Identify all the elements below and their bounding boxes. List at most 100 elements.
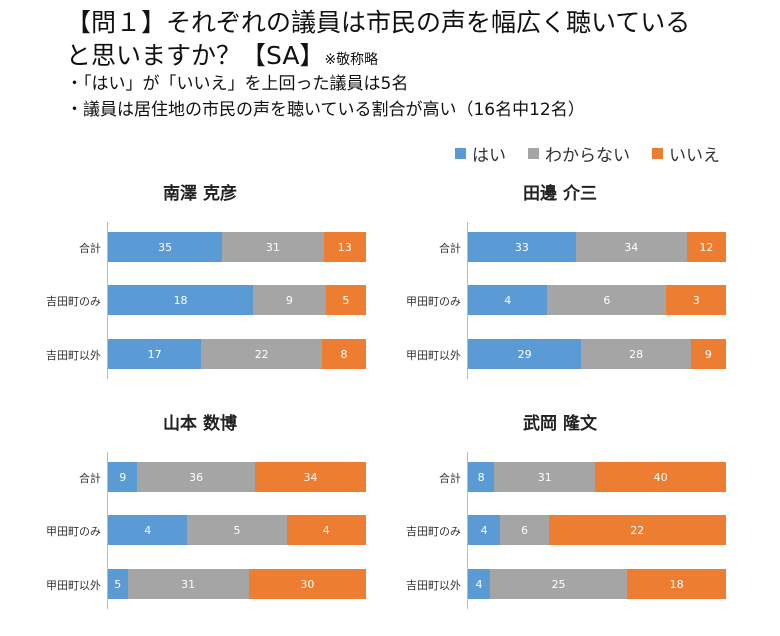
data-label: 30 (300, 577, 315, 591)
data-label: 12 (699, 240, 714, 254)
data-label: 29 (517, 347, 532, 361)
category-label: 合計 (79, 472, 101, 485)
category-label: 甲田町のみ (406, 295, 461, 308)
bar-segment: 30 (248, 569, 366, 599)
data-label: 36 (189, 470, 204, 484)
data-label: 18 (173, 293, 188, 307)
data-label: 6 (520, 523, 528, 537)
bar-segment: 9 (108, 462, 138, 492)
data-label: 8 (340, 347, 348, 361)
category-label: 吉田町以外 (46, 349, 101, 362)
category-label: 甲田町以外 (46, 579, 101, 592)
category-label: 吉田町のみ (406, 525, 461, 538)
bar-segment: 22 (548, 515, 726, 545)
bar-segment: 6 (547, 285, 667, 315)
data-label: 5 (114, 577, 122, 591)
data-label: 31 (265, 240, 280, 254)
chart-panel-minamisawa: 南澤 克彦合計 35 31 13 吉田町のみ 18 9 5 吉田町以外 17 22 8 (10, 179, 380, 399)
chart-panel-yamamoto: 山本 数博合計 9 36 34 甲田町のみ 4 5 4 甲田町以外 5 31 30 (10, 409, 380, 629)
data-label: 4 (480, 523, 488, 537)
category-label: 合計 (439, 242, 461, 255)
bar-segment: 4 (468, 569, 490, 599)
data-label: 9 (704, 347, 712, 361)
bar-segment: 17 (108, 339, 202, 369)
category-label: 吉田町以外 (406, 579, 461, 592)
bar-segment: 9 (253, 285, 326, 315)
category-label: 合計 (439, 472, 461, 485)
bar-segment: 25 (489, 569, 628, 599)
bullet-1: ・「はい」が「いいえ」を上回った議員は5名 (66, 74, 409, 94)
data-label: 9 (119, 470, 127, 484)
bar-segment: 34 (575, 232, 687, 262)
data-label: 28 (629, 347, 644, 361)
data-label: 17 (147, 347, 162, 361)
bar-segment: 33 (468, 232, 576, 262)
data-label: 4 (322, 523, 330, 537)
bar-segment: 3 (666, 285, 726, 315)
bar-segment: 18 (108, 285, 254, 315)
title-line-2: と思いますか？【SA】※敬称略 (66, 39, 690, 77)
bar-segment: 6 (500, 515, 549, 545)
bar-segment: 8 (468, 462, 495, 492)
chart-legend: はい わからない いいえ (455, 141, 720, 166)
data-label: 4 (144, 523, 152, 537)
legend-label-no: いいえ (669, 146, 720, 166)
legend-swatch-unknown (528, 148, 539, 159)
bar-segment: 35 (108, 232, 223, 262)
data-label: 13 (337, 240, 352, 254)
legend-swatch-no (652, 148, 663, 159)
bullet-2: ・議員は居住地の市民の声を聴いている割合が高い（16名中12名） (66, 100, 585, 120)
bar-segment: 4 (468, 285, 548, 315)
chart-title: 南澤 克彦 (163, 184, 237, 204)
bar-segment: 22 (201, 339, 323, 369)
bar-segment: 18 (627, 569, 726, 599)
bar-segment: 29 (468, 339, 582, 369)
summary-bullets: ・「はい」が「いいえ」を上回った議員は5名 ・議員は居住地の市民の声を聴いている… (66, 71, 585, 123)
data-label: 18 (669, 577, 684, 591)
chart-panel-tanabe: 田邊 介三合計 33 34 12 甲田町のみ 4 6 3 甲田町以外 29 28 9 (370, 179, 740, 399)
legend-item-unknown: わからない (528, 141, 630, 166)
bar-segment: 31 (222, 232, 324, 262)
bar-segment: 4 (468, 515, 501, 545)
bar-segment: 5 (108, 569, 128, 599)
legend-label-yes: はい (472, 146, 506, 166)
chart-title: 武岡 隆文 (523, 414, 597, 434)
bar-segment: 31 (494, 462, 596, 492)
category-label: 甲田町以外 (406, 349, 461, 362)
data-label: 22 (254, 347, 269, 361)
category-axis (107, 452, 108, 609)
bar-segment: 4 (286, 515, 366, 545)
bar-segment: 40 (595, 462, 726, 492)
data-label: 34 (624, 240, 639, 254)
bar-segment: 36 (137, 462, 255, 492)
data-label: 8 (477, 470, 485, 484)
category-label: 甲田町のみ (46, 525, 101, 538)
bar-segment: 12 (686, 232, 726, 262)
legend-item-no: いいえ (652, 141, 720, 166)
category-axis (467, 452, 468, 609)
title-line-2-text: と思いますか？【SA】 (66, 41, 325, 70)
data-label: 33 (514, 240, 529, 254)
data-label: 5 (342, 293, 350, 307)
chart-title: 田邊 介三 (523, 184, 597, 204)
legend-item-yes: はい (455, 141, 506, 166)
data-label: 35 (158, 240, 173, 254)
data-label: 4 (475, 577, 483, 591)
bar-segment: 8 (322, 339, 366, 369)
bar-segment: 31 (127, 569, 249, 599)
legend-swatch-yes (455, 148, 466, 159)
category-label: 吉田町のみ (46, 295, 101, 308)
bar-segment: 28 (581, 339, 691, 369)
data-label: 5 (233, 523, 241, 537)
data-label: 6 (603, 293, 611, 307)
data-label: 31 (181, 577, 196, 591)
category-axis (467, 222, 468, 379)
data-label: 22 (630, 523, 645, 537)
category-label: 合計 (79, 242, 101, 255)
bar-segment: 34 (254, 462, 366, 492)
legend-label-unknown: わからない (545, 146, 630, 166)
data-label: 9 (285, 293, 293, 307)
chart-title: 山本 数博 (163, 414, 237, 434)
data-label: 4 (504, 293, 512, 307)
bar-segment: 5 (325, 285, 366, 315)
